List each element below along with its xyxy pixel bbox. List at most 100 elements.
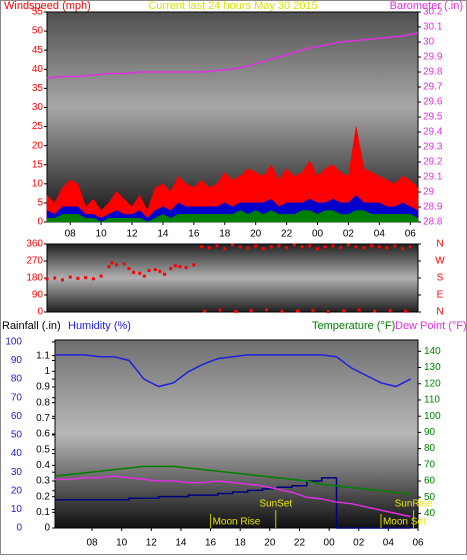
y-tick-label: 0.3 [36, 476, 50, 487]
y-tick-label: 29 [423, 187, 435, 198]
direction-point [110, 261, 114, 265]
y-tick-label: 15 [32, 159, 44, 170]
y-tick-label: 100 [424, 411, 441, 422]
x-tick-label: 12 [126, 229, 138, 240]
series-line [55, 475, 411, 518]
direction-point [246, 246, 250, 250]
legend-label: Rainfall (.in) [2, 320, 61, 332]
y-tick-label: 30 [11, 467, 23, 478]
direction-point [142, 274, 146, 278]
direction-point [280, 309, 284, 313]
x-tick-label: 12 [146, 538, 158, 549]
y-tick-label: 40 [424, 508, 436, 519]
direction-point [178, 265, 182, 269]
y-tick-label: 0 [37, 307, 43, 318]
direction-point [203, 309, 207, 313]
y-tick-label: S [437, 273, 444, 284]
y-tick-label: 80 [11, 374, 23, 385]
y-tick-label: 0.8 [36, 397, 50, 408]
y-tick-label: 110 [424, 395, 440, 406]
y-tick-label: 29.6 [423, 97, 443, 108]
direction-point [158, 269, 162, 273]
y-tick-label: 5 [37, 198, 43, 209]
direction-point [218, 308, 222, 312]
direction-point [99, 274, 103, 278]
direction-point [261, 247, 265, 251]
y-tick-label: 1.1 [36, 350, 50, 361]
y-tick-label: 0.7 [36, 413, 50, 424]
direction-point [84, 276, 88, 280]
legend-label: Humidity (%) [68, 320, 131, 332]
direction-point [370, 244, 374, 248]
x-tick-label: 00 [312, 229, 324, 240]
direction-point [269, 245, 273, 249]
direction-point [200, 245, 204, 249]
y-tick-label: 360 [26, 239, 43, 250]
direction-point [173, 264, 177, 268]
direction-point [115, 263, 119, 267]
direction-point [153, 268, 157, 271]
y-tick-label: 29.1 [423, 172, 443, 183]
y-tick-label: 60 [11, 411, 23, 422]
direction-point [192, 263, 196, 267]
direction-point [234, 309, 238, 313]
header-label: Barometer (.in) [390, 0, 463, 12]
direction-point [265, 308, 269, 312]
legend-label: Dew Point (°F) [395, 320, 467, 332]
direction-point [373, 309, 377, 313]
direction-point [300, 245, 304, 249]
direction-point [308, 244, 312, 248]
y-tick-label: 30 [423, 37, 435, 48]
y-tick-label: N [436, 239, 443, 250]
direction-point [385, 246, 389, 250]
direction-point [53, 276, 57, 280]
y-tick-label: 0 [16, 523, 22, 534]
y-tick-label: 29.3 [423, 142, 443, 153]
x-tick-label: 18 [219, 229, 231, 240]
x-tick-label: 04 [374, 229, 386, 240]
direction-point [316, 247, 320, 251]
direction-point [207, 246, 211, 250]
legend-label: Temperature (°F) [312, 320, 395, 332]
y-tick-label: 29.2 [423, 157, 443, 168]
y-tick-label: 80 [424, 443, 436, 454]
direction-point [238, 245, 242, 249]
x-tick-label: 14 [157, 229, 169, 240]
direction-point [231, 243, 234, 247]
y-tick-label: 70 [424, 459, 436, 470]
y-tick-label: 29.9 [423, 52, 443, 63]
direction-point [362, 246, 366, 250]
x-tick-label: 20 [264, 538, 276, 549]
y-tick-label: 1 [44, 366, 50, 377]
direction-point [68, 275, 72, 279]
direction-point [401, 247, 405, 251]
direction-point [45, 277, 49, 281]
y-tick-label: 0.2 [36, 491, 50, 502]
direction-point [107, 265, 111, 269]
y-tick-label: 20 [11, 485, 23, 496]
y-tick-label: 0.6 [36, 429, 50, 440]
x-tick-label: 00 [324, 538, 336, 549]
y-tick-label: 29.7 [423, 82, 443, 93]
y-tick-label: 29.8 [423, 67, 443, 78]
direction-point [342, 309, 346, 313]
y-tick-label: 50 [32, 26, 44, 37]
direction-point [404, 309, 408, 313]
direction-point [132, 270, 136, 274]
y-tick-label: 50 [11, 430, 23, 441]
direction-point [393, 244, 397, 248]
x-tick-label: 06 [405, 229, 417, 240]
x-tick-label: 22 [294, 538, 306, 549]
direction-point [388, 308, 392, 312]
y-tick-label: 100 [5, 337, 22, 348]
y-tick-label: 90 [424, 427, 436, 438]
y-tick-label: 30.2 [423, 7, 443, 18]
y-tick-label: 70 [11, 392, 23, 403]
direction-point [326, 310, 330, 314]
direction-point [76, 276, 80, 280]
direction-point [147, 268, 151, 272]
event-label: Moon Set [383, 517, 426, 528]
y-tick-label: 120 [424, 378, 441, 389]
direction-point [138, 271, 142, 275]
